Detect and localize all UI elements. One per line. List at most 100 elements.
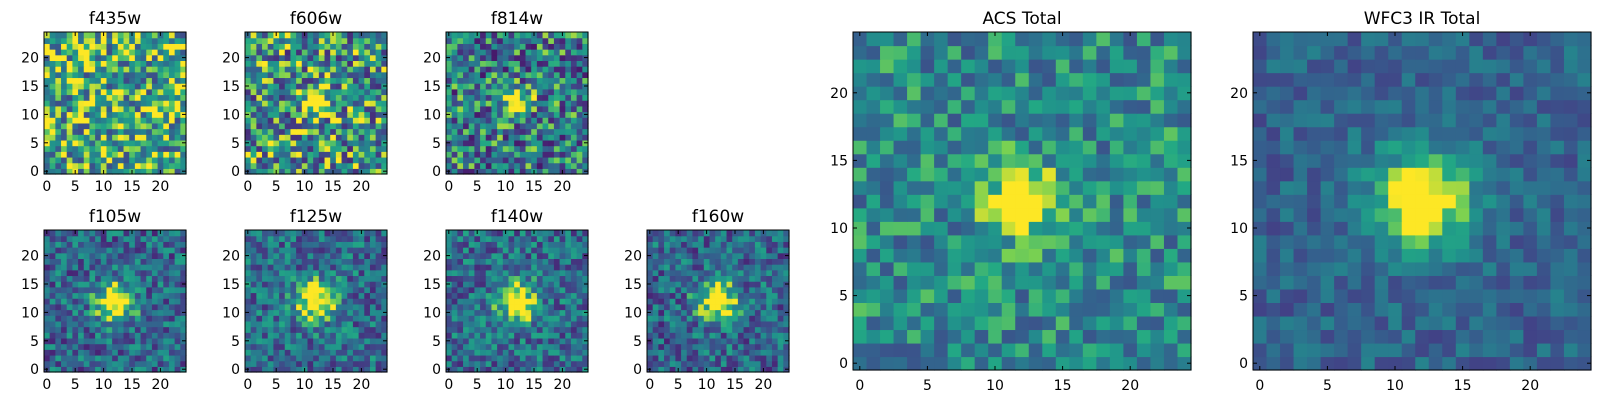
y-tick-label: 5 [30,136,39,152]
heatmap-cell [174,94,181,101]
heatmap-cell [692,281,699,288]
y-tick-label: 10 [222,107,240,123]
heatmap-cell [974,288,989,303]
heatmap-cell [106,37,113,44]
heatmap-cell [262,37,269,44]
heatmap-cell [1069,180,1084,195]
heatmap-cell [250,275,257,282]
heatmap-cell [123,77,130,84]
heatmap-cell [497,139,504,147]
heatmap-cell [168,298,176,305]
heatmap-cell [907,180,922,195]
heatmap-cell [347,77,354,84]
heatmap-cell [324,94,331,101]
heatmap-cell [508,354,515,362]
heatmap-cell [117,66,125,73]
heatmap-cell [78,151,85,158]
heatmap-cell [157,309,164,316]
heatmap-cell [352,145,360,152]
heatmap-cell [508,77,515,84]
heatmap-cell [525,320,532,328]
heatmap-cell [519,105,527,113]
heatmap-cell [961,329,976,344]
heatmap-cell [480,247,487,254]
heatmap-cell [112,354,119,362]
heatmap-cell [151,54,159,61]
heatmap-cell [89,145,96,152]
heatmap-cell [174,105,181,113]
heatmap-cell [78,77,85,84]
heatmap-cell [168,320,176,328]
heatmap-cell [352,60,360,67]
heatmap-cell [381,349,388,356]
heatmap-cell [296,235,303,242]
heatmap-cell [446,360,453,367]
heatmap-cell [920,248,935,263]
heatmap-cell [313,258,320,265]
heatmap-cell [140,32,147,39]
heatmap-cell [78,122,85,130]
heatmap-cell [250,134,257,141]
heatmap-cell [106,83,113,90]
heatmap-cell [123,32,130,39]
heatmap-cell [737,230,745,237]
heatmap-cell [301,252,309,259]
heatmap-cell [44,128,51,135]
heatmap-cell [301,337,309,345]
heatmap-cell [463,71,470,79]
heatmap-cell [324,151,331,158]
heatmap-cell [347,117,354,124]
heatmap-cell [364,71,371,79]
heatmap-cell [117,241,125,248]
heatmap-cell [273,303,280,311]
heatmap-cell [457,292,464,299]
heatmap-cell [480,252,487,259]
heatmap-cell [364,264,371,271]
heatmap-cell [174,100,181,107]
heatmap-cell [542,151,549,158]
heatmap-cell [279,264,286,271]
heatmap-cell [78,32,85,39]
heatmap-cell [446,60,453,67]
heatmap-cell [140,134,147,141]
heatmap-cell [1150,194,1165,209]
heatmap-cell [451,71,458,79]
heatmap-cell [83,128,91,135]
heatmap-cell [553,258,561,265]
y-tick-label: 15 [624,277,642,293]
heatmap-cell [341,337,348,345]
heatmap-cell [168,105,176,113]
heatmap-cell [296,343,303,350]
heatmap-cell [726,275,733,282]
heatmap-cell [570,230,578,237]
heatmap-cell [675,235,682,242]
heatmap-cell [474,315,481,322]
heatmap-cell [245,66,252,73]
heatmap-cell [364,66,371,73]
heatmap-cell [347,360,354,367]
heatmap-cell [273,71,280,79]
heatmap-cell [66,111,73,118]
heatmap-cell [358,66,365,73]
heatmap-cell [664,292,671,299]
heatmap-cell [531,88,538,96]
heatmap-cell [582,354,589,362]
heatmap-cell [853,261,868,276]
heatmap-cell [749,303,756,311]
heatmap-cell [330,139,337,147]
heatmap-cell [553,156,561,164]
heatmap-cell [474,151,481,158]
heatmap-cell [290,151,297,158]
heatmap-cell [686,326,694,333]
heatmap-cell [61,258,68,265]
heatmap-cell [474,281,481,288]
heatmap-cell [1001,356,1016,371]
heatmap-cell [151,241,159,248]
heatmap-cell [754,281,762,288]
heatmap-cell [1028,194,1043,209]
heatmap-cell [777,354,784,362]
heatmap-cell [491,111,498,118]
heatmap-cell [1015,315,1030,331]
heatmap-cell [324,43,331,50]
heatmap-cell [55,94,62,101]
